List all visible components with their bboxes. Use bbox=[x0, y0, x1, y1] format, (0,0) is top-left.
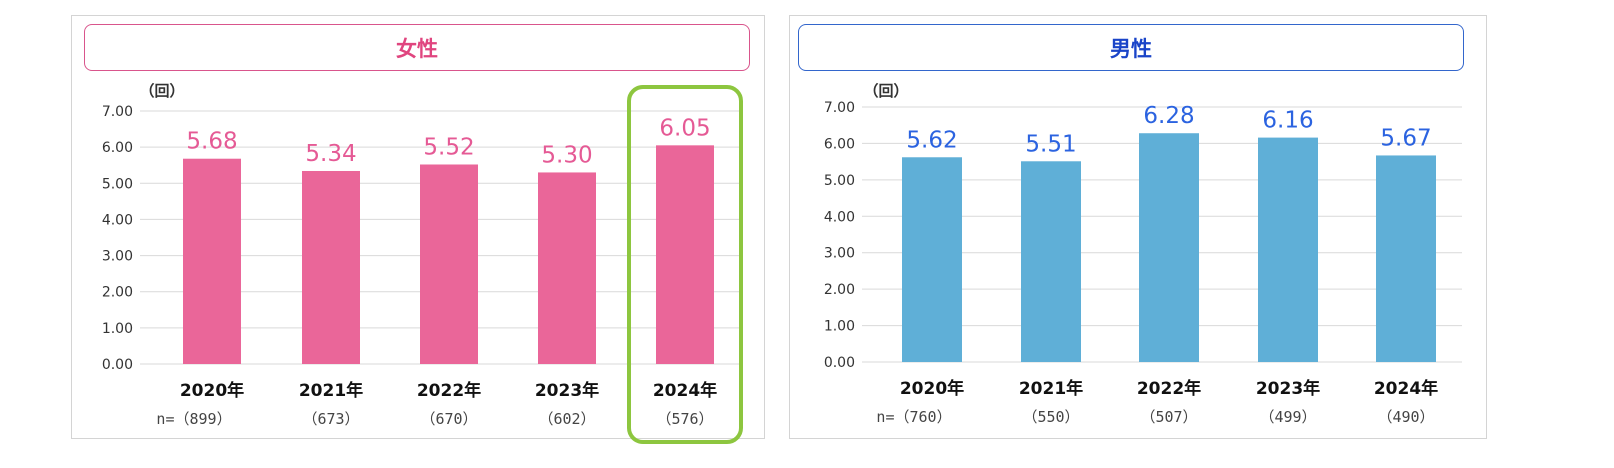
female-sample-size-label: （670） bbox=[420, 410, 477, 428]
female-y-tick-label: 7.00 bbox=[102, 104, 133, 120]
male-y-unit-label: （回） bbox=[863, 82, 908, 100]
male-y-tick-label: 1.00 bbox=[824, 319, 855, 335]
male-y-tick-label: 2.00 bbox=[824, 282, 855, 298]
female-y-tick-label: 4.00 bbox=[102, 212, 133, 228]
female-category-label: 2022年 bbox=[417, 380, 481, 401]
male-sample-size-label: （490） bbox=[1377, 408, 1434, 426]
male-sample-size-label: （507） bbox=[1140, 408, 1197, 426]
male-category-label: 2023年 bbox=[1256, 378, 1320, 399]
female-chart-panel: 女性 0.00 1.00 2.00 3.00 4.00 5.00 6.00 7.00 （回） 5.… bbox=[71, 15, 765, 444]
female-category-label: 2021年 bbox=[299, 380, 363, 401]
female-sample-size-label: n=（899） bbox=[156, 410, 231, 428]
female-sample-size-label: （576） bbox=[656, 410, 713, 428]
female-y-tick-label: 0.00 bbox=[102, 357, 133, 373]
female-sample-size-label: （602） bbox=[538, 410, 595, 428]
female-value-label: 5.30 bbox=[541, 142, 592, 168]
male-category-label: 2022年 bbox=[1137, 378, 1201, 399]
male-bar bbox=[1139, 133, 1199, 362]
female-value-label: 5.34 bbox=[305, 141, 356, 167]
female-bar bbox=[183, 158, 241, 364]
male-y-tick-label: 3.00 bbox=[824, 246, 855, 262]
male-sample-size-label: （499） bbox=[1259, 408, 1316, 426]
female-value-label: 5.68 bbox=[186, 129, 237, 155]
male-bar bbox=[1021, 161, 1081, 362]
female-chart-title: 女性 bbox=[84, 24, 750, 71]
male-sample-size-label: n=（760） bbox=[876, 408, 951, 426]
male-value-label: 6.28 bbox=[1143, 103, 1194, 129]
female-bar bbox=[302, 170, 360, 364]
male-y-tick-label: 5.00 bbox=[824, 173, 855, 189]
male-y-tick-label: 0.00 bbox=[824, 355, 855, 371]
male-bar bbox=[1258, 137, 1318, 362]
male-value-label: 5.62 bbox=[906, 127, 957, 153]
female-bar bbox=[538, 172, 596, 364]
male-sample-size-label: （550） bbox=[1022, 408, 1079, 426]
male-value-label: 5.51 bbox=[1025, 131, 1076, 157]
female-y-tick-label: 6.00 bbox=[102, 140, 133, 156]
female-value-label: 6.05 bbox=[659, 115, 710, 141]
male-bar bbox=[902, 157, 962, 362]
male-chart-title: 男性 bbox=[798, 24, 1464, 71]
male-y-tick-label: 4.00 bbox=[824, 209, 855, 225]
female-bar-chart: 0.00 1.00 2.00 3.00 4.00 5.00 6.00 7.00 （回） 5.68 2… bbox=[102, 82, 743, 444]
female-category-label: 2023年 bbox=[535, 380, 599, 401]
female-sample-size-label: （673） bbox=[302, 410, 359, 428]
female-y-tick-label: 5.00 bbox=[102, 176, 133, 192]
female-category-label: 2020年 bbox=[180, 380, 244, 401]
male-value-label: 5.67 bbox=[1380, 125, 1431, 151]
female-value-label: 5.52 bbox=[423, 134, 474, 160]
female-y-tick-label: 2.00 bbox=[102, 285, 133, 301]
female-bar bbox=[656, 145, 714, 364]
female-bar bbox=[420, 164, 478, 364]
male-category-label: 2021年 bbox=[1019, 378, 1083, 399]
male-bar bbox=[1376, 155, 1436, 362]
male-value-label: 6.16 bbox=[1262, 108, 1313, 134]
female-category-label: 2024年 bbox=[653, 380, 717, 401]
female-y-unit-label: （回） bbox=[139, 82, 184, 100]
female-highlight-frame bbox=[627, 85, 743, 444]
male-y-tick-label: 6.00 bbox=[824, 136, 855, 152]
male-category-label: 2020年 bbox=[900, 378, 964, 399]
male-chart-panel: 男性 0.00 1.00 2.00 3.00 4.00 5.00 6.00 7.00 （回） 5.… bbox=[789, 15, 1487, 439]
female-y-tick-label: 1.00 bbox=[102, 321, 133, 337]
male-y-tick-label: 7.00 bbox=[824, 100, 855, 116]
male-category-label: 2024年 bbox=[1374, 378, 1438, 399]
female-y-tick-label: 3.00 bbox=[102, 249, 133, 265]
male-bar-chart: 0.00 1.00 2.00 3.00 4.00 5.00 6.00 7.00 （回） 5.62 2… bbox=[824, 82, 1462, 426]
